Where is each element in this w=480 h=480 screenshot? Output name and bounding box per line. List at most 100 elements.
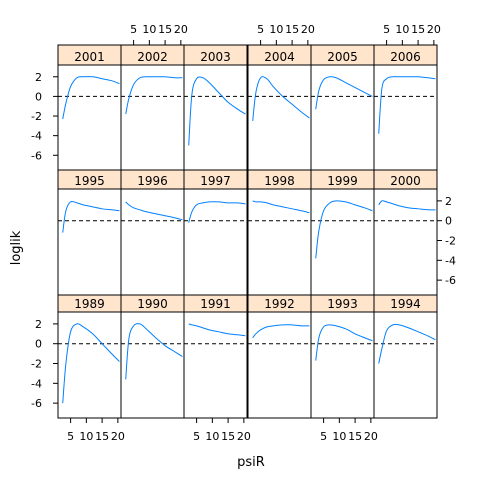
plot-area-1998 (247, 188, 312, 296)
plot-area-1996 (120, 188, 185, 296)
y-tick-label: 0 (35, 90, 42, 103)
x-axis-bottom-col1: 5 10 15 20 (67, 418, 125, 443)
y-tick-label: 0 (35, 338, 42, 351)
x-tick-label: 20 (174, 23, 188, 36)
x-tick-label: 5 (383, 23, 390, 36)
strip-label-2005: 2005 (327, 50, 358, 64)
series-line-1997 (188, 201, 246, 223)
series-line-1989 (62, 323, 120, 404)
panel-1994: 1994 (373, 294, 438, 419)
panel-1992: 1992 (247, 294, 312, 419)
plot-area-2002 (120, 64, 185, 171)
y-axis-right-row2: -6 -4 -2 0 2 (437, 195, 456, 287)
strip-label-2003: 2003 (200, 50, 231, 64)
x-tick-label: 10 (79, 430, 93, 443)
plot-area-1991 (183, 311, 248, 419)
x-tick-label: 10 (142, 23, 156, 36)
y-tick-label: 2 (35, 71, 42, 84)
x-tick-label: 5 (130, 23, 137, 36)
x-tick-label: 15 (348, 430, 362, 443)
y-tick-label: -2 (31, 110, 42, 123)
panel-1997: 1997 (183, 169, 248, 296)
y-tick-label: -6 (31, 397, 42, 410)
panel-1991: 1991 (183, 294, 248, 419)
strip-label-1990: 1990 (137, 297, 168, 311)
strip-label-1999: 1999 (327, 174, 358, 188)
y-axis-left-row1: -6 -4 -2 0 2 (31, 71, 58, 162)
series-line-1999 (315, 200, 373, 259)
strip-label-1989: 1989 (74, 297, 105, 311)
plot-area-1992 (247, 311, 312, 419)
strip-label-2002: 2002 (137, 50, 168, 64)
panel-1990: 1990 (120, 294, 185, 419)
series-line-2005 (315, 76, 373, 110)
strip-label-1993: 1993 (327, 297, 358, 311)
x-tick-label: 5 (67, 430, 74, 443)
x-tick-label: 10 (269, 23, 283, 36)
panel-1999: 1999 (310, 169, 375, 296)
panel-2001: 2001 (57, 44, 122, 171)
x-tick-label: 20 (237, 430, 251, 443)
plot-area-2000 (373, 188, 438, 296)
series-line-2006 (378, 76, 436, 134)
strip-label-2000: 2000 (390, 174, 421, 188)
strip-label-2006: 2006 (390, 50, 421, 64)
panel-2006: 2006 (373, 44, 438, 171)
x-tick-label: 10 (395, 23, 409, 36)
x-tick-label: 5 (257, 23, 264, 36)
y-tick-label: 2 (35, 318, 42, 331)
x-tick-label: 10 (205, 430, 219, 443)
series-line-2002 (125, 76, 183, 115)
strip-label-1992: 1992 (264, 297, 295, 311)
series-line-1991 (188, 323, 246, 337)
plot-area-1994 (373, 311, 438, 419)
y-tick-label: -4 (31, 130, 42, 143)
series-line-2004 (252, 76, 310, 121)
panel-1993: 1993 (310, 294, 375, 419)
x-tick-label: 15 (158, 23, 172, 36)
x-tick-label: 10 (332, 430, 346, 443)
x-tick-label: 5 (320, 430, 327, 443)
strip-label-1998: 1998 (264, 174, 295, 188)
series-line-1998 (252, 200, 310, 214)
series-line-1992 (252, 324, 310, 339)
strip-label-1991: 1991 (200, 297, 231, 311)
y-tick-label: -6 (445, 274, 456, 287)
y-tick-label: -4 (31, 377, 42, 390)
y-tick-label: 0 (445, 215, 452, 228)
x-axis-bottom-col3: 5 10 15 20 (193, 418, 251, 443)
series-line-1994 (378, 323, 436, 364)
strip-label-1997: 1997 (200, 174, 231, 188)
panel-1989: 1989 (57, 294, 122, 419)
x-tick-label: 5 (193, 430, 200, 443)
y-tick-label: -4 (445, 254, 456, 267)
plot-area-2004 (247, 64, 312, 171)
panel-2000: 2000 (373, 169, 438, 296)
strip-label-2004: 2004 (264, 50, 295, 64)
x-tick-label: 15 (95, 430, 109, 443)
x-tick-label: 20 (364, 430, 378, 443)
plot-area-1990 (120, 311, 185, 419)
y-axis-left-row3: -6 -4 -2 0 2 (31, 318, 58, 410)
x-tick-label: 15 (221, 430, 235, 443)
panels-layer: 2001 2002 2003 2004 2005 2006 1995 1996 1997 1998… (57, 44, 438, 419)
panel-2003: 2003 (183, 44, 248, 171)
series-line-1993 (315, 324, 373, 361)
strip-label-1994: 1994 (390, 297, 421, 311)
y-tick-label: -2 (31, 358, 42, 371)
series-line-2001 (62, 76, 120, 120)
y-axis-title: loglik (9, 230, 24, 265)
series-line-1990 (125, 323, 183, 380)
y-tick-label: -6 (31, 149, 42, 162)
y-tick-label: -2 (445, 235, 456, 248)
x-tick-label: 20 (427, 23, 441, 36)
panel-1998: 1998 (247, 169, 312, 296)
series-line-2000 (378, 200, 436, 211)
series-line-1995 (62, 200, 120, 233)
panel-2002: 2002 (120, 44, 185, 171)
plot-area-1989 (57, 311, 122, 419)
x-axis-bottom-col5: 5 10 15 20 (320, 418, 378, 443)
x-axis-top-col2: 5 10 15 20 (130, 23, 188, 45)
panel-2004: 2004 (247, 44, 312, 171)
